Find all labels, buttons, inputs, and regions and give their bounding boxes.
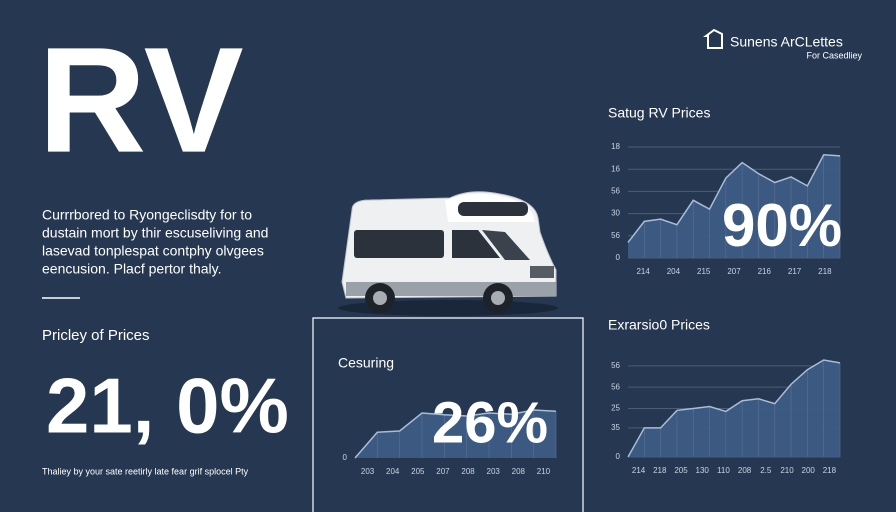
x-tick-label: 205 <box>411 467 425 476</box>
x-tick-label: 2.5 <box>760 466 772 475</box>
y-tick-label: 16 <box>611 164 620 173</box>
area-line <box>627 359 841 458</box>
x-tick-label: 110 <box>717 466 730 475</box>
area-line <box>354 409 557 459</box>
logo: Sunens ArCLettes <box>730 34 843 50</box>
y-tick-label: 30 <box>611 209 620 218</box>
x-tick-label: 218 <box>823 466 837 475</box>
hero-title: RV <box>38 16 244 184</box>
y-tick-label: 56 <box>611 231 620 240</box>
x-tick-label: 204 <box>667 267 681 276</box>
x-tick-label: 218 <box>818 267 832 276</box>
y-tick-label: 0 <box>616 452 621 461</box>
x-tick-label: 214 <box>636 267 650 276</box>
y-tick-label: 18 <box>611 142 620 151</box>
stat-note: Thaliey by your sate reetirly late fear … <box>42 466 249 476</box>
x-tick-label: 208 <box>461 467 475 476</box>
chart-title: Cesuring <box>338 355 394 371</box>
x-tick-label: 203 <box>361 467 375 476</box>
x-tick-label: 203 <box>487 467 501 476</box>
intro-line: lasevad tonplespat contphy olvgees <box>42 243 264 259</box>
logo-icon <box>703 28 723 49</box>
area <box>628 154 840 258</box>
x-tick-label: 200 <box>802 466 816 475</box>
x-tick-label: 218 <box>653 466 667 475</box>
chart-title: Satug RV Prices <box>608 105 710 121</box>
y-tick-label: 0 <box>343 453 348 462</box>
annotation: 26% <box>432 390 548 455</box>
stat-value: 21, 0% <box>46 362 289 450</box>
x-tick-label: 210 <box>780 466 794 475</box>
y-tick-label: 25 <box>611 404 620 413</box>
area-line <box>627 153 841 243</box>
x-tick-label: 205 <box>674 466 688 475</box>
area <box>355 410 556 458</box>
intro-line: eencusion. Placf pertor thaly. <box>42 261 222 277</box>
intro: Currrbored to Ryongeclisdty for to dusta… <box>42 207 268 277</box>
y-tick-label: 56 <box>611 382 620 391</box>
x-tick-label: 130 <box>696 466 710 475</box>
x-tick-label: 217 <box>788 267 802 276</box>
area <box>628 360 840 457</box>
x-tick-label: 208 <box>738 466 752 475</box>
x-tick-label: 216 <box>758 267 772 276</box>
annotation: 90% <box>722 192 842 259</box>
rv-illustration <box>338 191 558 316</box>
panel-frame <box>312 317 584 512</box>
stat-label: Pricley of Prices <box>42 327 150 344</box>
y-tick-label: 56 <box>611 187 620 196</box>
x-tick-label: 210 <box>537 467 551 476</box>
logo-sub: For Casedliey <box>806 50 862 60</box>
x-tick-label: 207 <box>727 267 741 276</box>
y-tick-label: 35 <box>611 423 620 432</box>
intro-line: dustain mort by thir escuseliving and <box>42 225 268 241</box>
x-tick-label: 215 <box>697 267 711 276</box>
x-tick-label: 214 <box>632 466 646 475</box>
intro-line: Currrbored to Ryongeclisdty for to <box>42 207 252 223</box>
x-tick-label: 204 <box>386 467 400 476</box>
y-tick-label: 56 <box>611 361 620 370</box>
x-tick-label: 208 <box>512 467 526 476</box>
x-tick-label: 207 <box>436 467 450 476</box>
chart-title: Exrarsio0 Prices <box>608 317 710 333</box>
y-tick-label: 0 <box>616 253 621 262</box>
